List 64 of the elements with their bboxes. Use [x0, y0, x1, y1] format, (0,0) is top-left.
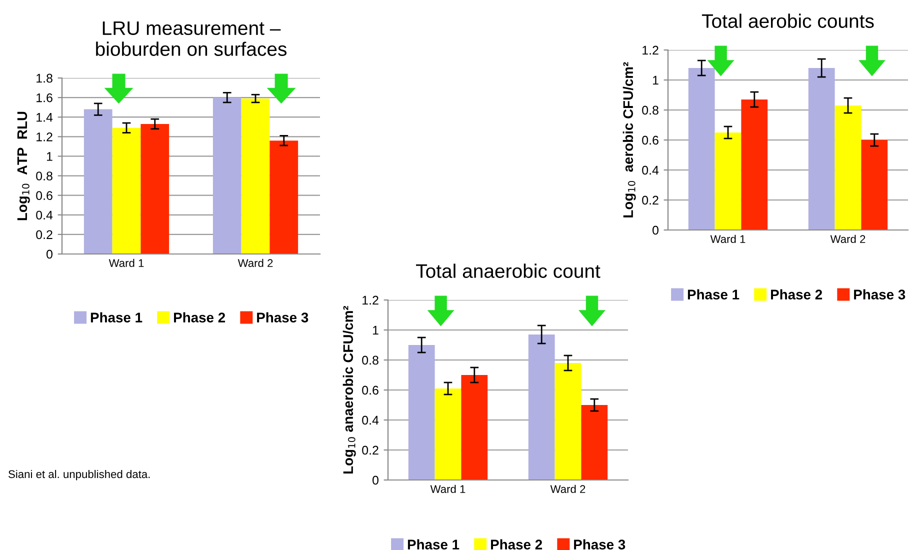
legend-label: Phase 1: [688, 289, 740, 300]
bar: [270, 140, 298, 254]
bar: [861, 140, 888, 230]
legend-label: Phase 2: [771, 289, 822, 300]
bar: [554, 363, 582, 480]
y-tick-label: 0.8: [362, 356, 378, 365]
y-tick-label: 0.2: [362, 446, 378, 455]
y-tick-label: 1: [372, 326, 378, 335]
y-tick-label: 1.4: [36, 113, 53, 122]
y-tick-label: 1: [652, 76, 658, 85]
chart-title: Total anaerobic count: [416, 264, 600, 278]
bar: [528, 334, 555, 480]
x-tick-label: Ward 2: [238, 258, 273, 268]
x-tick-label: Ward 1: [710, 234, 746, 244]
chart-title: LRU measurement – bioburden on surfaces: [96, 21, 287, 56]
y-tick-label: 0.6: [362, 386, 378, 395]
y-tick-label: 0.8: [36, 172, 52, 180]
bar: [140, 124, 170, 254]
bar: [434, 388, 462, 480]
legend-label: Phase 3: [574, 539, 626, 550]
bar: [461, 375, 488, 480]
y-tick-label: 1.8: [36, 74, 52, 83]
bar: [808, 68, 835, 230]
y-tick-label: 0: [46, 250, 52, 259]
y-tick-label: 0.2: [642, 196, 658, 205]
y-tick-label: 0.4: [642, 166, 659, 175]
y-tick-label: 1.6: [36, 93, 52, 102]
bar: [408, 345, 435, 480]
bar: [834, 106, 862, 230]
y-tick-label: 1.2: [36, 132, 52, 142]
x-tick-label: Ward 1: [108, 258, 144, 268]
y-axis-title: Log$_{10}$ anaerobic CFU/cm²: [342, 306, 356, 474]
y-tick-label: 0.8: [642, 106, 658, 115]
legend-label: Phase 2: [174, 312, 226, 322]
y-tick-label: 0.4: [362, 416, 379, 425]
legend-label: Phase 1: [408, 539, 460, 550]
bar: [212, 98, 242, 254]
legend-label: Phase 3: [257, 312, 308, 322]
bar: [741, 100, 768, 230]
y-tick-label: 0.6: [642, 136, 658, 145]
chart-title: Total aerobic counts: [702, 14, 874, 28]
bar: [84, 109, 112, 254]
bar: [714, 132, 742, 230]
y-tick-label: 0: [652, 226, 658, 235]
y-tick-label: 0.4: [36, 210, 53, 220]
bar: [112, 128, 141, 254]
y-tick-label: 0: [372, 476, 378, 485]
bar: [688, 68, 715, 230]
y-tick-label: 1.2: [642, 46, 658, 55]
text: Siani et al. unpublished data.: [8, 470, 150, 480]
legend-label: Phase 2: [491, 539, 542, 550]
x-tick-label: Ward 1: [430, 484, 466, 494]
legend-label: Phase 1: [90, 312, 142, 322]
bar: [241, 98, 270, 254]
y-axis-title: Log$_{10}$ aerobic CFU/cm²: [622, 62, 636, 218]
legend-label: Phase 3: [854, 289, 906, 300]
x-tick-label: Ward 2: [830, 234, 866, 244]
x-tick-label: Ward 2: [550, 484, 586, 494]
y-tick-label: 1: [46, 152, 52, 161]
y-tick-label: 1.2: [362, 296, 378, 305]
bar: [581, 405, 608, 480]
y-tick-label: 0.6: [36, 191, 52, 200]
y-axis-title: Log$_{10}$ ATP RLU: [17, 112, 30, 220]
y-tick-label: 0.2: [36, 230, 52, 240]
